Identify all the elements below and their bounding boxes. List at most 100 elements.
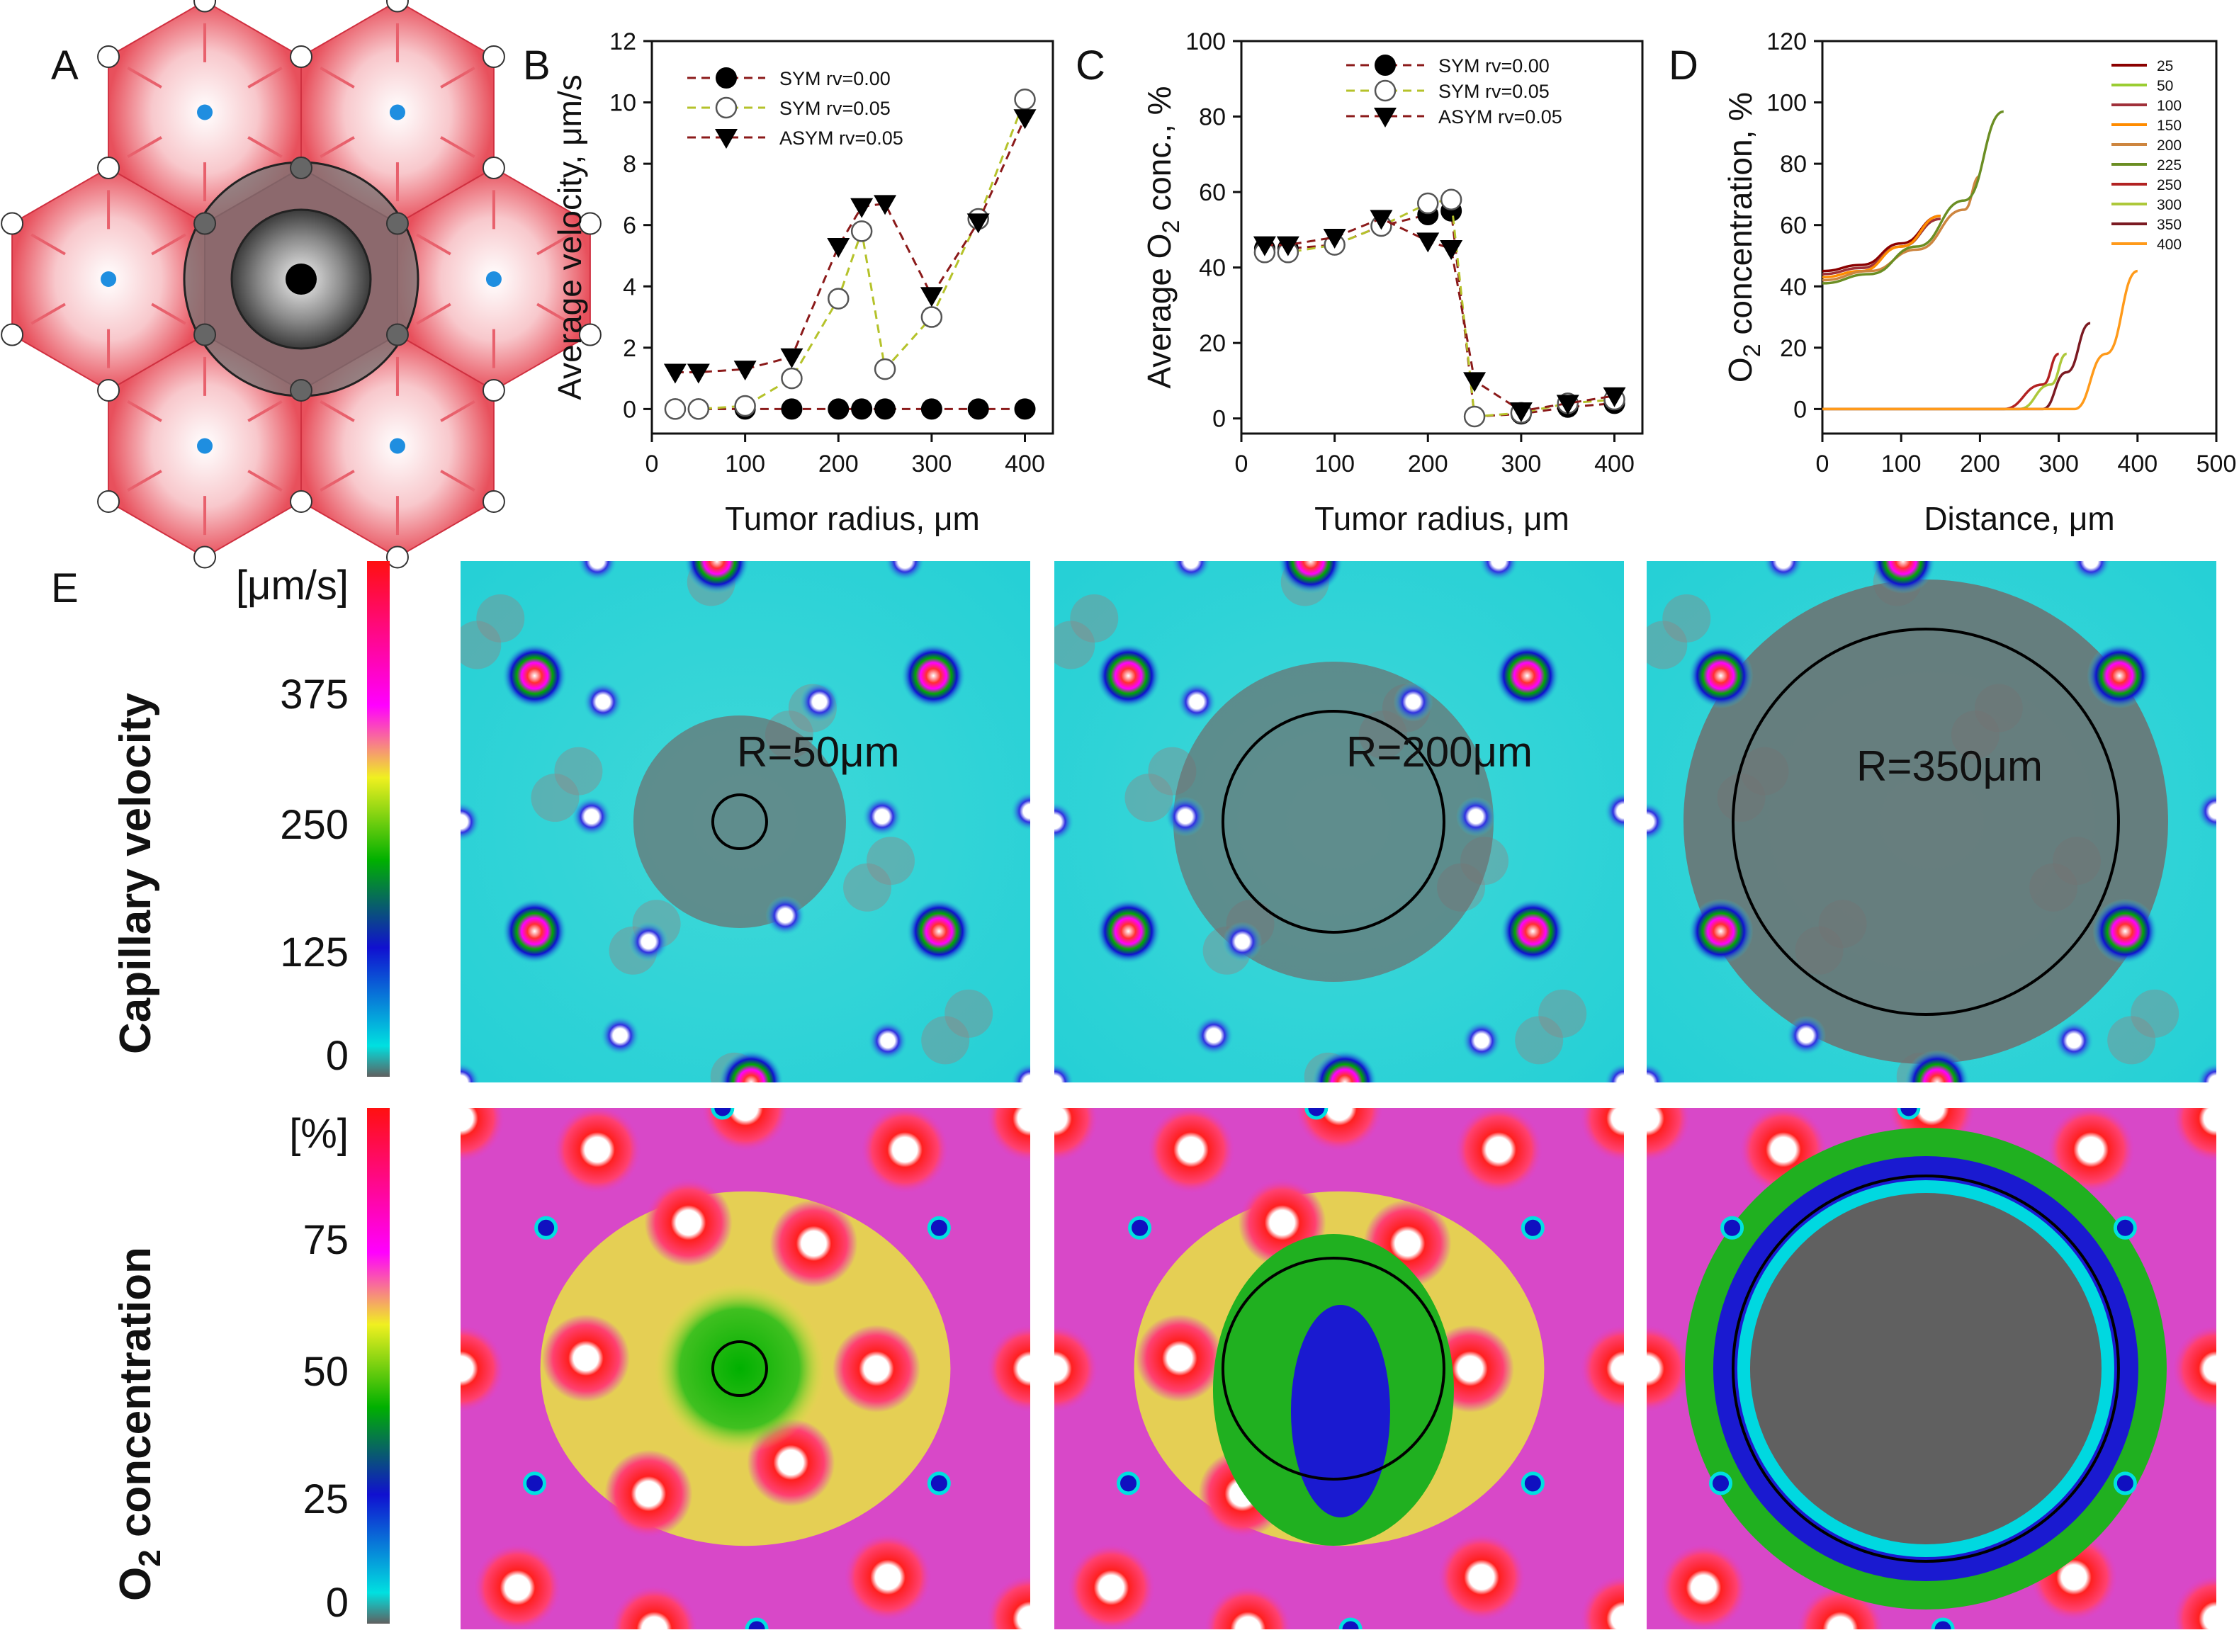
low-flow-patch — [1647, 621, 1688, 669]
oxygen-source — [1438, 1533, 1525, 1622]
oxygen-source — [644, 1178, 733, 1267]
oxygen-source — [1659, 1544, 1748, 1629]
tumor-boundary — [711, 793, 768, 850]
oxygen-source — [604, 1449, 693, 1538]
oxygen-source — [610, 1585, 699, 1629]
vessel-node — [97, 157, 120, 179]
radius-label: R=350μm — [1856, 742, 2043, 790]
x-tick-label: 200 — [1960, 451, 2000, 477]
velocity-tick-375: 375 — [280, 672, 349, 718]
y-tick-label: 80 — [1199, 104, 1226, 131]
data-point — [1440, 188, 1462, 210]
series-line — [1822, 174, 1981, 282]
high-velocity-vessel — [1688, 898, 1754, 964]
oxygen-source — [1580, 1325, 1624, 1413]
legend-label: 225 — [2157, 157, 2182, 174]
high-velocity-vessel — [1312, 1050, 1378, 1082]
low-flow-patch — [2131, 989, 2179, 1038]
row-title-capillary-velocity: Capillary velocity — [111, 692, 160, 1054]
vessel-node — [482, 157, 505, 179]
low-velocity-vessel — [862, 796, 902, 837]
cell-center-dot — [101, 271, 117, 287]
data-point — [874, 358, 896, 380]
low-velocity-vessel — [2196, 1063, 2216, 1082]
plot-frame — [650, 40, 1054, 435]
radius-label: R=200μm — [1346, 728, 1533, 776]
low-flow-patch — [1515, 1016, 1564, 1065]
vessel-node — [482, 490, 505, 513]
low-o2-vessel — [1304, 1108, 1329, 1120]
low-velocity-vessel — [1786, 1015, 1827, 1056]
flow-arrow — [247, 66, 283, 89]
vessel-node — [482, 45, 505, 69]
series-line — [675, 98, 1026, 410]
y-tick-label: 20 — [1780, 335, 1807, 362]
cell-center-dot — [389, 438, 405, 454]
flow-arrow — [247, 136, 283, 159]
flow-arrow — [320, 66, 355, 89]
vessel-node — [193, 545, 217, 569]
low-velocity-vessel — [799, 681, 840, 722]
legend-label: SYM rv=0.00 — [779, 68, 891, 89]
y-tick-label: 100 — [1185, 28, 1226, 55]
high-velocity-vessel — [502, 643, 568, 708]
oxygen-source — [1647, 1325, 1691, 1413]
data-point — [874, 195, 897, 215]
y-axis-label: Average velocity, μm/s — [551, 74, 588, 400]
flow-arrow — [247, 470, 283, 492]
low-velocity-vessel — [583, 681, 623, 722]
low-velocity-vessel — [1393, 681, 1433, 722]
oxygen-source — [844, 1533, 932, 1622]
vessel-node — [97, 378, 120, 402]
vessel-node — [578, 212, 602, 235]
x-tick-label: 0 — [645, 451, 659, 477]
velocity-map — [1647, 561, 2216, 1082]
panel-label-e: E — [51, 565, 79, 611]
vessel-node — [290, 157, 313, 180]
row1-title: Capillary velocity — [111, 692, 160, 1054]
data-point — [1013, 109, 1037, 130]
high-velocity-vessel — [502, 898, 568, 964]
series-line — [1822, 110, 2004, 285]
low-flow-patch — [843, 863, 892, 912]
oxygen-source — [2047, 1108, 2136, 1194]
radius-label: R=50μm — [737, 728, 900, 776]
low-velocity-vessel — [461, 802, 480, 842]
data-point — [1253, 236, 1276, 256]
oxygen-source — [461, 1325, 504, 1413]
y-tick-label: 60 — [1780, 213, 1807, 239]
low-velocity-vessel — [1455, 796, 1496, 837]
oxygen-source — [1455, 1108, 1543, 1194]
low-velocity-vessel — [2196, 791, 2216, 832]
data-point — [966, 213, 990, 234]
low-velocity-vessel — [1763, 561, 1803, 581]
panel-label-a: A — [51, 43, 79, 89]
tumor-boundary — [1221, 710, 1445, 934]
data-point — [920, 306, 943, 328]
vessel-node — [289, 490, 312, 513]
data-point — [1416, 232, 1440, 253]
low-flow-patch — [476, 594, 525, 643]
oxygen-source — [2172, 1575, 2216, 1629]
panel-label-d: D — [1669, 43, 1698, 89]
flow-arrow — [440, 136, 475, 159]
series-line — [675, 117, 1026, 373]
y-tick-label: 0 — [1212, 406, 1226, 433]
series-line — [1822, 214, 1941, 273]
x-axis-label: Tumor radius, μm — [1314, 500, 1569, 537]
flow-arrow — [440, 400, 475, 422]
flow-arrow — [536, 302, 572, 325]
low-o2-vessel — [927, 1216, 951, 1240]
low-velocity-vessel — [628, 922, 669, 962]
oxygen-source — [986, 1108, 1030, 1162]
data-point — [1417, 192, 1439, 215]
low-o2-vessel — [1720, 1216, 1744, 1240]
data-point — [1374, 108, 1397, 128]
x-tick-label: 100 — [1314, 451, 1355, 477]
low-velocity-vessel — [571, 796, 611, 837]
flow-arrow — [247, 400, 283, 422]
cell-center-dot — [389, 104, 405, 120]
data-point — [827, 237, 850, 258]
o2-map — [461, 1108, 1030, 1629]
y-tick-label: 80 — [1780, 151, 1807, 178]
